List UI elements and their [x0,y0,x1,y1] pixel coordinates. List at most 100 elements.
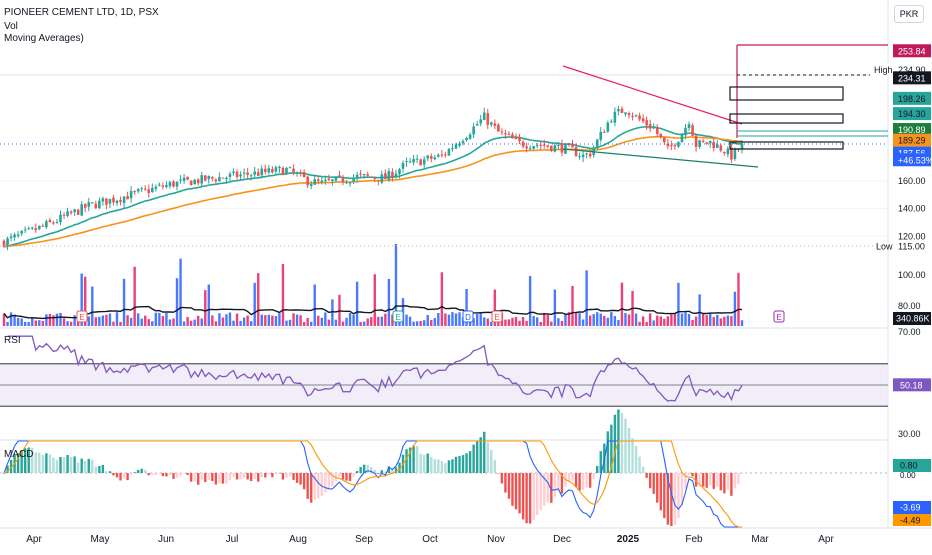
macd-histogram-bar [16,453,20,473]
price-tag-label: +46.53% [898,155,932,165]
candle-body [253,171,257,175]
macd-histogram-bar [546,473,549,503]
candle-body [454,144,458,149]
macd-histogram-bar [419,453,422,473]
time-axis: Apr May Jun Jul Aug Sep Oct Nov Dec 2025 Feb Mar Apr [26,534,834,545]
price-axis-label: 120.00 [898,231,926,241]
candle-body [479,119,482,124]
macd-histogram-bar [415,446,419,473]
volume-bar [684,312,687,326]
candle-body [288,167,292,169]
candle-body [38,225,41,230]
volume-bar [253,282,256,326]
macd-histogram-bar [2,473,6,474]
macd-histogram-bar [52,457,55,473]
candle-body [602,131,606,133]
volume-bar [112,321,115,326]
volume-bar [408,316,412,326]
volume-bar [620,282,624,326]
candle-body [560,143,564,153]
candle-body [165,184,168,187]
volume-bar [91,286,94,326]
volume-bar [415,321,419,326]
volume-bar [23,321,27,326]
candle-body [465,137,468,141]
candle-body [271,169,274,173]
candle-body [655,127,659,134]
candle-body [331,179,334,181]
candle-body [366,174,370,176]
macd-histogram-bar [412,445,415,473]
candle-body [246,172,249,175]
macd-histogram-bar [154,473,158,475]
currency-button[interactable]: PKR [894,5,924,23]
volume-bar [504,319,507,326]
candle-body [235,171,239,178]
time-axis-label: Feb [685,534,703,545]
volume-bar [154,312,158,326]
macd-histogram-bar [214,473,218,485]
candle-body [126,196,129,200]
macd-hist-label: 0.80 [900,461,918,471]
volume-bar [592,314,595,326]
candle-body [196,179,200,184]
volume-bar [532,316,535,326]
volume-bar [324,312,327,326]
candle-body [242,172,246,174]
macd-histogram-bar [684,473,687,490]
candle-body [401,162,405,169]
candle-body [302,172,306,178]
volume-bar [317,315,320,326]
volume-bar [105,314,108,326]
event-marker [491,310,503,323]
macd-histogram-bar [596,465,599,473]
price-tag-label: 234.31 [898,73,926,83]
candle-body [292,168,295,173]
macd-histogram-bar [98,465,101,473]
ema-slow-line [3,135,743,248]
price-axis-label: 160.00 [898,176,926,186]
candle-body [663,137,666,143]
volume-bar [659,316,662,326]
volume-bar [373,274,376,326]
macd-histogram-bar [129,473,133,475]
macd-histogram-bar [91,459,94,473]
macd-histogram-bar [634,445,638,473]
volume-bar [264,315,267,326]
volume-bar [447,314,451,326]
volume-bar [13,314,16,326]
candle-body [327,178,331,181]
volume-bar [84,276,87,326]
macd-histogram-bar [239,473,242,480]
macd-histogram-bar [514,473,518,510]
macd-histogram-bar [370,467,373,473]
macd-histogram-bar [430,456,433,473]
candle-body [440,154,444,156]
candle-body [182,177,186,181]
volume-bar [535,317,539,326]
volume-bar [479,312,482,326]
volume-bar [617,320,620,326]
macd-histogram-bar [288,473,292,477]
macd-histogram-bar [20,450,23,473]
candle-body [408,161,412,163]
macd-histogram-bar [423,454,426,473]
candle-body [83,203,87,208]
price-tag [893,153,931,167]
macd-histogram-bar [193,473,196,482]
macd-histogram-bar [694,473,698,487]
macd-signal-line [3,440,742,528]
candle-body [373,177,377,179]
time-axis-label: Dec [553,534,571,545]
candle-body [41,225,45,227]
candle-body [504,133,507,135]
macd-histogram-bar [723,473,726,494]
candle-body [87,202,91,207]
macd-histogram-bar [691,473,694,477]
volume-bar [119,321,122,326]
candle-body [348,182,352,184]
candle-body [140,188,144,190]
zone-box [729,86,844,101]
macd-histogram-bar [380,470,384,473]
